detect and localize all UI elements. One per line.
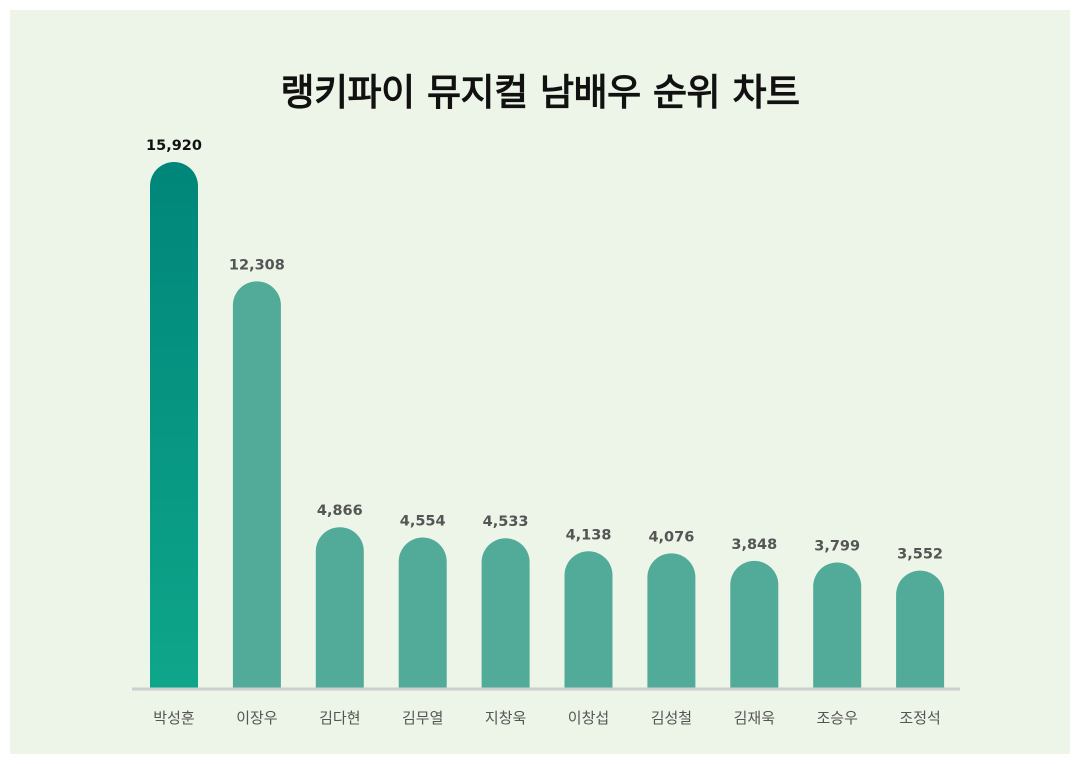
bar-9 xyxy=(813,562,862,688)
bar-6 xyxy=(564,551,613,688)
category-label: 김무열 xyxy=(402,709,443,727)
chart-title: 랭키파이 뮤지컬 남배우 순위 차트 xyxy=(280,71,800,114)
value-label: 4,866 xyxy=(317,503,363,519)
category-label: 조정석 xyxy=(899,709,940,727)
value-label: 12,308 xyxy=(229,257,285,273)
category-label: 박성훈 xyxy=(153,709,194,727)
value-label: 4,138 xyxy=(566,527,612,543)
bar-5 xyxy=(481,538,530,688)
bar-2 xyxy=(232,281,281,688)
category-label: 이장우 xyxy=(236,709,278,727)
bar-4 xyxy=(398,537,447,688)
bar-10 xyxy=(896,570,945,688)
value-label: 3,848 xyxy=(731,537,777,553)
value-label: 4,533 xyxy=(483,514,529,530)
category-label: 김다현 xyxy=(319,709,360,727)
category-label: 이창섭 xyxy=(568,709,609,727)
bar-1 xyxy=(150,162,198,688)
value-label: 4,076 xyxy=(648,529,694,545)
category-label: 김성철 xyxy=(651,709,692,727)
category-label: 조승우 xyxy=(816,709,858,727)
value-label: 3,799 xyxy=(814,538,860,554)
bar-7 xyxy=(647,553,696,688)
value-label: 4,554 xyxy=(400,514,446,530)
value-label: 15,920 xyxy=(146,138,202,154)
category-label: 김재욱 xyxy=(734,709,775,727)
bar-3 xyxy=(315,527,364,688)
value-label: 3,552 xyxy=(897,547,943,563)
bar-8 xyxy=(730,560,779,688)
category-label: 지창욱 xyxy=(485,709,526,727)
